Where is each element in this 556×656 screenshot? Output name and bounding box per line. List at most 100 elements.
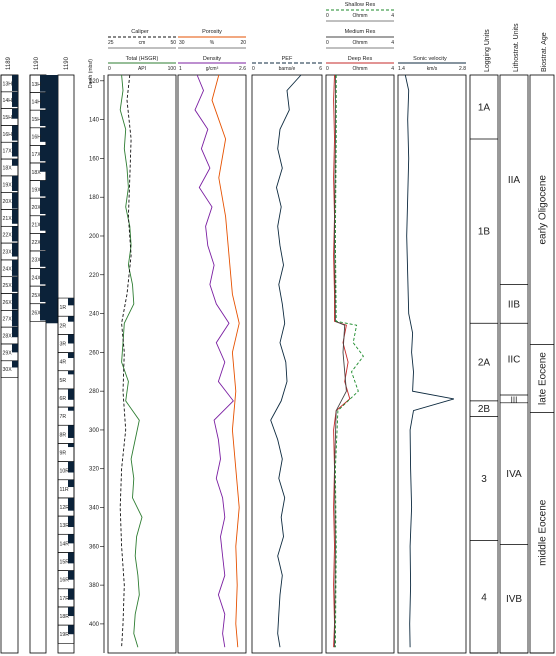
core-recovery-bar bbox=[12, 259, 18, 276]
core-label: 5R bbox=[60, 378, 67, 384]
core-label: 15R bbox=[60, 560, 70, 566]
core-label: 17R bbox=[60, 596, 70, 602]
curve-pef bbox=[270, 74, 302, 648]
unit-label: middle Eocene bbox=[538, 499, 549, 566]
density-min: 1 bbox=[179, 66, 182, 72]
pef-track-header: PEF 0 barns/e 6 bbox=[252, 56, 322, 72]
depth-tick-label: 260 bbox=[89, 350, 100, 356]
core-label: 18X bbox=[3, 165, 13, 171]
hole-c-cores: 1R 2R 3R 4R 5R 6R 7R 8R 9R 10R 11R 12R 13R 14R 15R 16R 1… bbox=[46, 75, 75, 644]
unit-label: IIB bbox=[508, 299, 521, 310]
core-label: 16H bbox=[3, 132, 13, 138]
density-track-header: Porosity 30 % 20 Density 1 g/cm³ 2.6 bbox=[178, 29, 246, 72]
core-recovery-bar bbox=[12, 293, 18, 310]
core-label: 16H bbox=[32, 135, 42, 141]
core-label: 11R bbox=[60, 487, 69, 493]
core-recovery-bar bbox=[12, 209, 18, 224]
core-recovery-bar bbox=[68, 606, 74, 617]
core-label: 29X bbox=[3, 350, 13, 356]
core-label: 19R bbox=[60, 632, 70, 638]
medium-res-min: 0 bbox=[326, 40, 329, 46]
curve-total-hsgr- bbox=[119, 74, 143, 648]
core-recovery-bar bbox=[68, 497, 74, 511]
core-recovery-bar bbox=[40, 198, 46, 214]
caliper-unit: cm bbox=[139, 40, 146, 46]
bio-age-header: Biostrat. Age bbox=[541, 32, 548, 72]
res-track-frame bbox=[325, 74, 395, 654]
shallow-res-max: 4 bbox=[391, 13, 394, 19]
depth-axis-ticks: 120 140 160 180 200 220 240 260 280 300 320 340 360 3… bbox=[89, 79, 104, 628]
hole-b-cores: 13H 14H 15H 16H 17X 18X 19X 20X 21X 22X 23X 24X 25X 2… bbox=[29, 74, 47, 322]
gr-title: Total (HSGR) bbox=[126, 56, 159, 62]
porosity-title: Porosity bbox=[202, 29, 222, 35]
core-recovery-bar bbox=[68, 443, 74, 448]
core-label: 13H bbox=[32, 82, 42, 88]
curve-shallow-res bbox=[334, 75, 364, 648]
core-label: 2R bbox=[60, 323, 67, 329]
density-track-frame bbox=[177, 74, 247, 654]
core-recovery-bar bbox=[68, 516, 74, 528]
core-recovery-bar bbox=[68, 425, 74, 438]
core-recovery-bar bbox=[68, 625, 74, 635]
unit-label: III bbox=[511, 395, 518, 404]
core-recovery-bar bbox=[40, 268, 46, 285]
core-label: 13R bbox=[60, 523, 70, 529]
caliper-min: 25 bbox=[108, 40, 114, 46]
unit-intervals: 1A 1B 2A 2B 3 4 IIA IIB IIC III IVA IVB early Oligoc… bbox=[470, 103, 554, 654]
core-recovery-bar bbox=[12, 310, 18, 327]
curve-caliper bbox=[119, 74, 132, 648]
core-recovery-bar bbox=[12, 142, 18, 157]
core-label: 19X bbox=[3, 182, 13, 188]
core-label: 27X bbox=[3, 317, 13, 323]
hole-c-header: 1190 bbox=[64, 56, 70, 70]
pef-min: 0 bbox=[252, 66, 255, 72]
depth-tick-label: 120 bbox=[89, 79, 100, 85]
depth-tick-label: 180 bbox=[89, 195, 100, 201]
lith-units-header: Lithostrat. Units bbox=[513, 23, 520, 72]
core-recovery-bar bbox=[40, 250, 46, 267]
curve-medium-res bbox=[334, 75, 347, 648]
pef-max: 6 bbox=[319, 66, 322, 72]
core-label: 18X bbox=[32, 170, 42, 176]
core-label: 19X bbox=[32, 187, 42, 193]
core-recovery-bar bbox=[12, 343, 18, 353]
hole-b-column bbox=[29, 74, 47, 654]
core-label: 15H bbox=[32, 117, 42, 123]
core-recovery-bar bbox=[40, 215, 46, 231]
core-label: 28X bbox=[3, 334, 13, 340]
core-label: 17X bbox=[32, 152, 42, 158]
hole-a-cores: 13H 14H 15H 16H 17X 18X 19X 20X 21X 22X 23X 24X 25X 2… bbox=[0, 74, 19, 378]
core-recovery-bar bbox=[12, 125, 18, 141]
unit-label: IIA bbox=[508, 175, 521, 186]
core-recovery-bar bbox=[40, 110, 46, 127]
core-recovery-bar bbox=[68, 479, 74, 488]
medium-res-title: Medium Res bbox=[345, 29, 376, 35]
core-recovery-bar bbox=[68, 316, 74, 322]
shallow-res-min: 0 bbox=[326, 13, 329, 19]
core-recovery-bar bbox=[68, 552, 74, 564]
core-recovery-bar bbox=[12, 108, 18, 119]
deep-res-max: 4 bbox=[391, 66, 394, 72]
core-label: 18R bbox=[60, 614, 70, 620]
core-recovery-bar bbox=[40, 180, 46, 197]
depth-tick-label: 380 bbox=[89, 583, 100, 589]
core-label: 24X bbox=[3, 266, 13, 272]
depth-tick-label: 360 bbox=[89, 544, 100, 550]
sonic-unit: km/s bbox=[427, 66, 438, 72]
unit-label: IVA bbox=[506, 469, 522, 480]
core-recovery-bar bbox=[68, 352, 74, 359]
core-headers: 1189 1190 1190 Depth (mbsf) bbox=[6, 56, 94, 88]
depth-tick-label: 160 bbox=[89, 156, 100, 162]
log-curves bbox=[119, 74, 455, 648]
core-recovery-bar bbox=[68, 407, 74, 411]
gr-track-header: Caliper 25 cm 50 Total (HSGR) 0 API 100 bbox=[108, 29, 176, 72]
core-label: 22X bbox=[32, 240, 42, 246]
depth-tick-label: 340 bbox=[89, 506, 100, 512]
core-label: 23X bbox=[3, 250, 13, 256]
unit-label: 2A bbox=[478, 358, 491, 369]
sonic-min: 1.4 bbox=[398, 66, 405, 72]
unit-label: 2B bbox=[478, 404, 491, 415]
unit-label: 1A bbox=[478, 103, 491, 114]
caliper-max: 50 bbox=[170, 40, 176, 46]
